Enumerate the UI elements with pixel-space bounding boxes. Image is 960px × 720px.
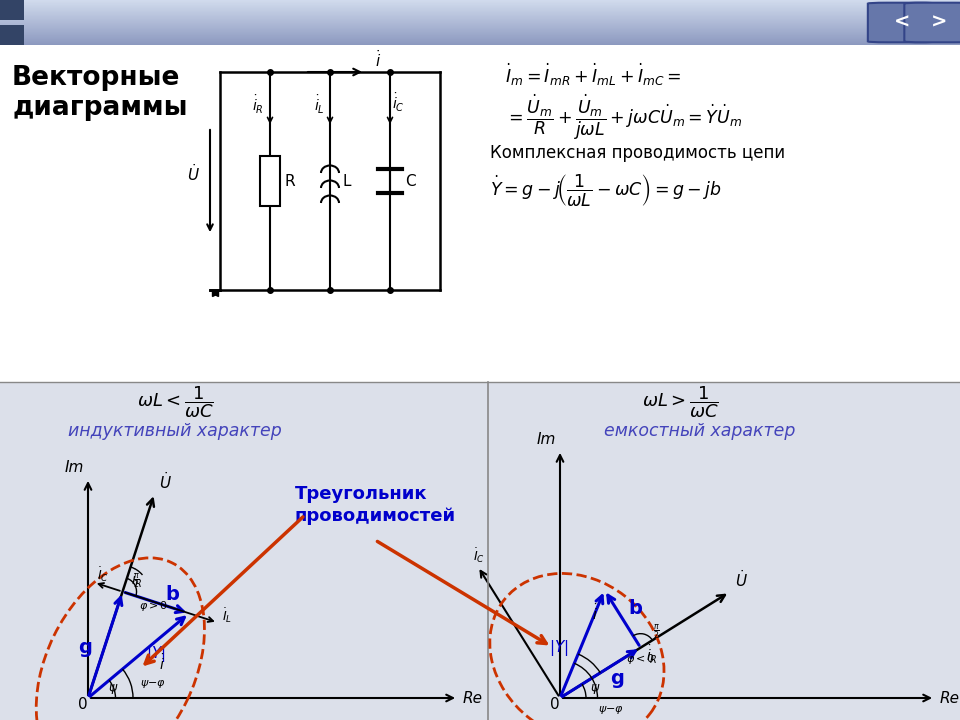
Bar [260,156,280,206]
Text: $\omega L > \dfrac{1}{\omega C}$: $\omega L > \dfrac{1}{\omega C}$ [641,384,718,420]
Text: Векторные
диаграммы: Векторные диаграммы [12,65,187,121]
Text: $\dot{i}$: $\dot{i}$ [592,603,598,623]
Text: $\dot{i}$: $\dot{i}$ [158,653,164,673]
Text: $\dot{I}_C$: $\dot{I}_C$ [97,565,108,583]
Text: <: < [894,13,911,32]
Text: 0: 0 [550,697,560,712]
Text: $\frac{\pi}{2}$: $\frac{\pi}{2}$ [653,622,660,641]
Text: $\psi{-}\varphi$: $\psi{-}\varphi$ [598,704,624,716]
Text: $\psi$: $\psi$ [108,682,118,696]
Text: $\varphi{<}0$: $\varphi{<}0$ [626,652,656,666]
Text: $\frac{\pi}{2}$: $\frac{\pi}{2}$ [132,571,139,590]
Text: $\dot{I}_C$: $\dot{I}_C$ [473,546,485,564]
Text: Im: Im [64,460,84,475]
Text: Re: Re [940,691,960,706]
Text: $\dot{Y} = g - j\!\left(\dfrac{1}{\omega L} - \omega C\right) = g - jb$: $\dot{Y} = g - j\!\left(\dfrac{1}{\omega… [490,172,722,208]
Text: $\dot{U}$: $\dot{U}$ [186,163,200,184]
FancyBboxPatch shape [868,3,937,42]
Text: C: C [405,174,416,189]
Text: Треугольник
проводимостей: Треугольник проводимостей [295,485,456,525]
Text: $\dot{i}_C$: $\dot{i}_C$ [392,92,405,114]
Text: L: L [342,174,350,189]
Text: $\dot{I}_m = \dot{I}_{mR} + \dot{I}_{mL} + \dot{I}_{mC} =$: $\dot{I}_m = \dot{I}_{mR} + \dot{I}_{mL}… [505,62,682,89]
Bar [0,45,960,382]
Text: Re: Re [463,691,483,706]
Bar [0,0,24,20]
Text: R: R [285,174,296,189]
FancyBboxPatch shape [904,3,960,42]
Text: $|Y|$: $|Y|$ [549,638,568,658]
Text: $\dot{i}$: $\dot{i}$ [375,49,381,70]
Text: b: b [166,585,180,605]
Text: $= \dfrac{\dot{U}_m}{R} + \dfrac{\dot{U}_m}{j\omega L} + j\omega C\dot{U}_m = \d: $= \dfrac{\dot{U}_m}{R} + \dfrac{\dot{U}… [505,92,742,142]
Text: $\dot{U}$: $\dot{U}$ [734,569,748,590]
Text: Комплексная проводимость цепи: Комплексная проводимость цепи [490,144,785,162]
Text: $\dot{I}_L$: $\dot{I}_L$ [222,606,231,625]
Text: g: g [610,669,624,688]
Text: $|Y|$: $|Y|$ [146,644,165,664]
Text: $\dot{U}$: $\dot{U}$ [159,471,172,492]
Text: $\dot{i}_L$: $\dot{i}_L$ [314,94,324,117]
Text: >: > [930,13,948,32]
Text: $\dot{i}_R$: $\dot{i}_R$ [131,568,142,590]
Text: 0: 0 [78,697,87,712]
Text: $\psi{-}\varphi$: $\psi{-}\varphi$ [140,678,166,690]
Text: $\psi$: $\psi$ [590,682,600,696]
Text: $\omega L < \dfrac{1}{\omega C}$: $\omega L < \dfrac{1}{\omega C}$ [136,384,213,420]
Bar [0,24,24,45]
Text: $\dot{i}_R$: $\dot{i}_R$ [645,644,658,666]
Text: $\varphi{>}0$: $\varphi{>}0$ [138,598,168,613]
Text: индуктивный характер: индуктивный характер [68,422,282,440]
Text: g: g [78,638,92,657]
Text: Im: Im [537,432,556,447]
Text: $\dot{i}_R$: $\dot{i}_R$ [252,94,264,117]
Text: емкостный характер: емкостный характер [604,422,796,440]
Text: b: b [629,599,642,618]
